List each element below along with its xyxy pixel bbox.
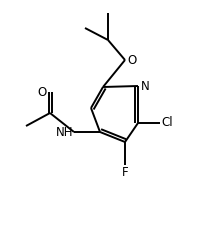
Text: F: F	[122, 166, 128, 179]
Text: Cl: Cl	[161, 116, 173, 130]
Text: NH: NH	[56, 125, 73, 139]
Text: N: N	[141, 79, 150, 92]
Text: O: O	[38, 85, 47, 98]
Text: O: O	[127, 54, 136, 67]
